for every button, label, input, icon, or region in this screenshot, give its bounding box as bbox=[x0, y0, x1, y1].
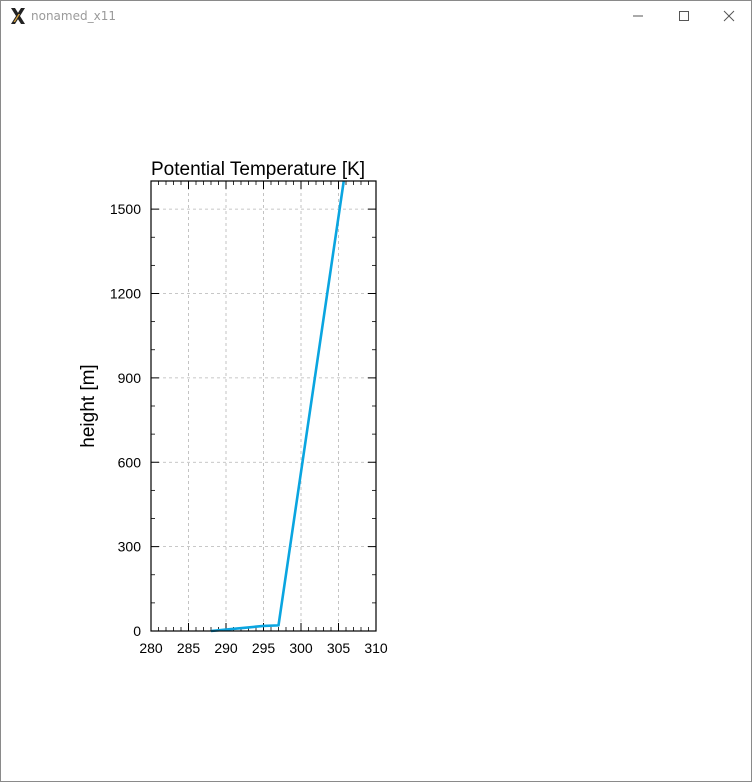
maximize-button[interactable] bbox=[661, 1, 707, 31]
y-tick-label: 1200 bbox=[110, 286, 141, 302]
close-button[interactable] bbox=[706, 1, 752, 31]
x-tick-label: 305 bbox=[327, 640, 351, 656]
minimize-icon bbox=[633, 15, 643, 17]
x-tick-labels: 280 285 290 295 300 305 310 bbox=[139, 640, 388, 656]
y-tick-label: 300 bbox=[118, 539, 142, 555]
x-tick-label: 295 bbox=[252, 640, 276, 656]
y-tick-labels: 0 300 600 900 1200 1500 bbox=[110, 201, 141, 639]
y-tick-label: 600 bbox=[118, 454, 142, 470]
series-line bbox=[210, 180, 346, 633]
chart-title: Potential Temperature [K] bbox=[151, 159, 365, 180]
window-title: nonamed_x11 bbox=[31, 9, 116, 23]
y-tick-label: 900 bbox=[118, 370, 142, 386]
close-icon bbox=[723, 10, 735, 22]
x-tick-label: 310 bbox=[364, 640, 388, 656]
chart-series bbox=[210, 180, 346, 633]
title-bar[interactable]: nonamed_x11 bbox=[1, 1, 751, 31]
maximize-icon bbox=[679, 11, 689, 21]
y-tick-label: 1500 bbox=[110, 201, 141, 217]
x-tick-label: 280 bbox=[139, 640, 163, 656]
x11-icon bbox=[11, 8, 25, 24]
y-tick-label: 0 bbox=[133, 623, 141, 639]
x-tick-label: 290 bbox=[214, 640, 238, 656]
chart-grid bbox=[151, 181, 376, 631]
minimize-button[interactable] bbox=[615, 1, 661, 31]
plot-frame bbox=[150, 180, 377, 632]
x-tick-label: 300 bbox=[289, 640, 313, 656]
y-axis-label: height [m] bbox=[78, 364, 99, 447]
x-tick-label: 285 bbox=[177, 640, 201, 656]
